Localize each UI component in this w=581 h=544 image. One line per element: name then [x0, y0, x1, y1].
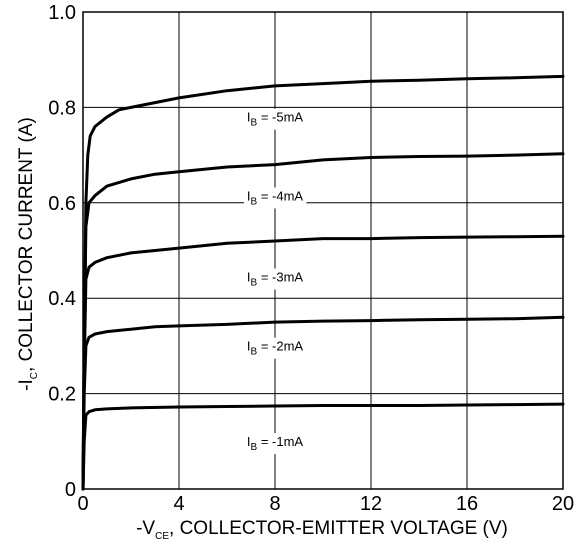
- series-line-4: [81, 315, 565, 491]
- curve-label-background: [243, 268, 307, 290]
- x-tick-label: 12: [360, 493, 382, 515]
- y-tick-labels: 0 0.2 0.4 0.6 0.8 1.0: [48, 2, 76, 501]
- x-tick-label: 16: [456, 493, 478, 515]
- plot-frame: [82, 11, 564, 490]
- curve-label-3: IB = -3mA: [247, 270, 304, 289]
- series-layer: [81, 74, 565, 491]
- series-line-2: [81, 152, 565, 491]
- x-tick-label: 8: [269, 493, 280, 515]
- y-tick-label: 0: [65, 479, 76, 501]
- y-axis-label: -IC, COLLECTOR CURRENT (A): [16, 117, 40, 391]
- x-tick-label: 20: [552, 493, 574, 515]
- grid: [83, 12, 563, 489]
- curve-label-background: [243, 433, 307, 455]
- curve-label-2: IB = -4mA: [247, 188, 304, 207]
- y-tick-label: 0.6: [48, 193, 76, 215]
- x-tick-labels: 0 4 8 12 16 20: [77, 493, 574, 515]
- curve-label-background: [243, 108, 307, 130]
- series-line-5: [81, 402, 565, 491]
- x-axis-label: -VCE, COLLECTOR-EMITTER VOLTAGE (V): [136, 518, 508, 542]
- y-tick-label: 1.0: [48, 2, 76, 24]
- curve-label-background: [243, 187, 307, 209]
- y-tick-label: 0.2: [48, 384, 76, 406]
- x-tick-label: 4: [173, 493, 184, 515]
- curve-label-5: IB = -1mA: [247, 434, 304, 453]
- series-line-1: [81, 74, 565, 491]
- series-line-3: [81, 234, 565, 491]
- x-tick-label: 0: [77, 493, 88, 515]
- y-tick-label: 0.8: [48, 97, 76, 119]
- y-tick-label: 0.4: [48, 288, 76, 310]
- curve-labels: IB = -5mA IB = -4mA IB = -3mA IB = -2mA IB =…: [243, 108, 307, 455]
- curve-label-background: [243, 337, 307, 359]
- curve-label-1: IB = -5mA: [247, 110, 304, 129]
- curve-label-4: IB = -2mA: [247, 339, 304, 358]
